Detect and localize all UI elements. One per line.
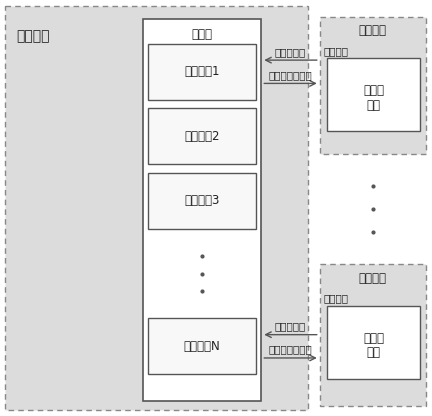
Bar: [148, 108, 256, 164]
Text: 操作系统N: 操作系统N: [183, 340, 220, 353]
Bar: [320, 264, 426, 406]
Text: 操作系统2: 操作系统2: [184, 130, 219, 143]
Text: 验证、返回数据: 验证、返回数据: [269, 70, 312, 80]
Bar: [143, 19, 261, 401]
Text: 操作系统3: 操作系统3: [184, 194, 219, 207]
Text: 用户终端: 用户终端: [359, 272, 387, 285]
Bar: [320, 17, 426, 154]
Text: 连接、登录: 连接、登录: [275, 47, 306, 57]
Text: 连接、登录: 连接、登录: [275, 321, 306, 331]
Bar: [327, 306, 420, 379]
Text: 用户终端: 用户终端: [359, 24, 387, 37]
Bar: [5, 6, 308, 410]
Text: 虚拟机: 虚拟机: [363, 84, 384, 97]
Text: 界面: 界面: [367, 99, 381, 111]
Text: 操作系统1: 操作系统1: [184, 65, 219, 78]
Bar: [327, 58, 420, 131]
Text: 虚拟机: 虚拟机: [363, 332, 384, 344]
Bar: [148, 44, 256, 100]
Text: 云服务器: 云服务器: [16, 29, 50, 43]
Bar: [148, 318, 256, 374]
Text: 登录软件: 登录软件: [324, 46, 349, 56]
Text: 界面: 界面: [367, 346, 381, 359]
Text: 登录软件: 登录软件: [324, 293, 349, 303]
Text: 验证、返回数据: 验证、返回数据: [269, 344, 312, 354]
Bar: [148, 173, 256, 229]
Text: 虚拟机: 虚拟机: [191, 28, 213, 41]
